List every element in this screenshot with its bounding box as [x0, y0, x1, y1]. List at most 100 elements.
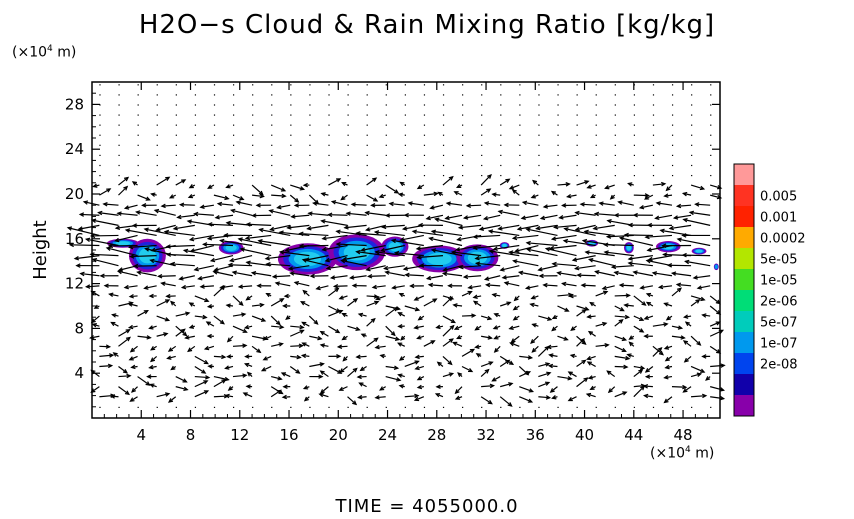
- wind-vector-head: [414, 354, 420, 360]
- wind-vector-dot: [576, 104, 578, 106]
- wind-vector-dot: [156, 134, 158, 136]
- wind-vector-dot: [691, 406, 693, 408]
- wind-vector-head: [335, 241, 341, 247]
- wind-vector-head: [102, 201, 108, 207]
- x-unit-prefix: (×10: [650, 445, 686, 462]
- wind-vector: [156, 393, 170, 398]
- wind-vector: [628, 262, 653, 267]
- wind-vector-head: [373, 337, 379, 343]
- wind-vector-head: [639, 365, 646, 370]
- wind-vector-head: [183, 386, 189, 392]
- wind-vector: [423, 298, 437, 307]
- wind-vector: [693, 275, 711, 279]
- wind-vector-dot: [385, 134, 387, 136]
- wind-vector-dot: [595, 174, 597, 177]
- wind-vector: [124, 285, 138, 289]
- wind-vector-head: [701, 393, 708, 399]
- wind-vector-head: [84, 284, 91, 289]
- wind-vector-head: [256, 348, 262, 354]
- wind-vector-dot: [538, 94, 540, 96]
- wind-vector-head: [548, 353, 554, 358]
- wind-vector-head: [398, 384, 404, 389]
- wind-vector-head: [204, 375, 211, 380]
- wind-vector: [599, 202, 615, 206]
- wind-vector: [414, 325, 424, 329]
- wind-vector: [581, 284, 596, 287]
- wind-vector-head: [586, 314, 592, 319]
- wind-vector-head: [318, 374, 324, 379]
- wind-vector: [356, 355, 367, 358]
- wind-vector: [644, 394, 653, 398]
- wind-vector: [346, 212, 367, 216]
- wind-vector: [271, 194, 286, 197]
- wind-vector-dot: [614, 154, 616, 156]
- x-tick-label: 28: [427, 426, 446, 444]
- wind-vector-head: [299, 324, 305, 330]
- wind-vector-head: [664, 364, 670, 370]
- wind-vector-head: [662, 252, 668, 257]
- wind-vector: [347, 368, 358, 378]
- wind-vector-dot: [614, 104, 616, 106]
- colorbar-segment: [734, 332, 754, 354]
- wind-vector: [158, 275, 176, 277]
- wind-vector-dot: [366, 406, 368, 408]
- wind-vector: [459, 265, 482, 268]
- wind-vector-dot: [691, 114, 693, 116]
- wind-vector: [595, 344, 609, 347]
- wind-vector-dot: [557, 124, 559, 126]
- wind-vector-head: [99, 273, 105, 279]
- wind-vector-head: [472, 245, 478, 251]
- wind-vector-head: [592, 225, 598, 231]
- wind-vector: [347, 325, 360, 331]
- wind-vector-head: [626, 353, 632, 358]
- wind-vector-dot: [633, 144, 636, 146]
- wind-vector-head: [353, 298, 359, 303]
- wind-vector-head: [588, 258, 594, 263]
- wind-vector: [366, 177, 377, 186]
- wind-vector: [208, 234, 234, 240]
- wind-vector-dot: [500, 124, 502, 126]
- wind-vector: [500, 265, 520, 271]
- colorbar-segment: [734, 206, 754, 228]
- wind-vector-head: [430, 340, 436, 345]
- wind-vector: [554, 224, 577, 229]
- wind-vector: [674, 214, 692, 219]
- wind-vector: [376, 295, 386, 300]
- wind-vector-dot: [500, 94, 502, 96]
- wind-vector-dot: [404, 164, 406, 167]
- wind-vector-head: [79, 271, 85, 277]
- wind-vector-head: [627, 256, 633, 261]
- wind-vector-head: [442, 267, 448, 272]
- wind-vector: [190, 244, 215, 252]
- wind-vector: [614, 391, 627, 398]
- wind-vector: [605, 184, 615, 189]
- wind-vector-dot: [442, 134, 445, 136]
- wind-vector: [307, 224, 329, 230]
- wind-vector-head: [610, 264, 617, 270]
- wind-vector: [628, 255, 653, 260]
- wind-vector-head: [657, 284, 664, 290]
- wind-vector-head: [416, 335, 422, 340]
- wind-vector: [91, 315, 100, 323]
- wind-vector-head: [675, 203, 682, 209]
- wind-vector-dot: [213, 144, 216, 146]
- wind-vector: [576, 359, 586, 367]
- wind-vector-dot: [442, 114, 445, 116]
- wind-vector: [194, 265, 215, 271]
- wind-vector-dot: [519, 174, 521, 177]
- wind-vector-head: [488, 249, 494, 254]
- wind-vector-head: [448, 295, 455, 301]
- wind-vector-dot: [691, 94, 693, 96]
- wind-vector-dot: [175, 164, 177, 167]
- wind-vector-head: [166, 355, 172, 360]
- wind-vector: [442, 338, 454, 347]
- wind-vector: [442, 325, 455, 337]
- wind-vector: [513, 234, 539, 239]
- x-unit-exponent: 4: [685, 445, 691, 455]
- colorbar-label: 1e-07: [760, 337, 798, 352]
- wind-vector: [633, 385, 645, 398]
- wind-vector: [557, 183, 570, 186]
- wind-vector-head: [106, 188, 112, 193]
- wind-vector-head: [283, 293, 289, 299]
- wind-vector-head: [642, 384, 649, 389]
